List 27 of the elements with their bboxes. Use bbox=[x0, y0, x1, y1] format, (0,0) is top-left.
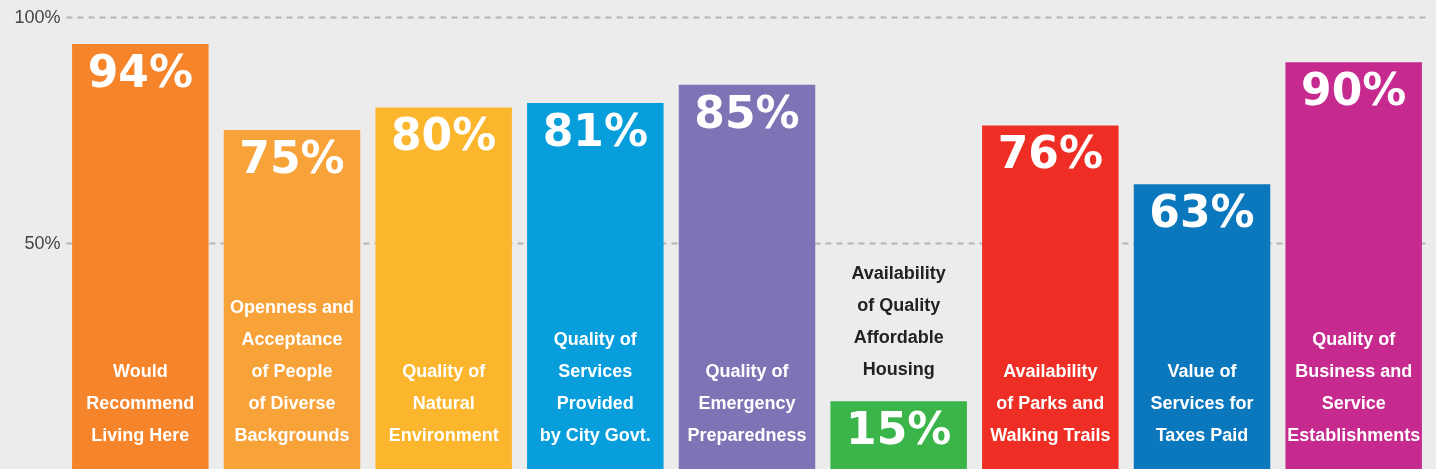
x-tick-label: Openness and Acceptance of People of Diverse Backgrounds bbox=[229, 297, 354, 445]
x-tick-label: Availability of Quality Affordable Housing bbox=[851, 263, 946, 380]
x-tick-label: Quality of Emergency Preparedness bbox=[687, 361, 807, 445]
data-label: 75% bbox=[239, 132, 345, 183]
data-label: 15% bbox=[846, 403, 952, 455]
data-label: 90% bbox=[1301, 64, 1407, 116]
data-label: 63% bbox=[1149, 186, 1255, 238]
data-label: 94% bbox=[87, 46, 193, 98]
bar bbox=[1285, 62, 1422, 469]
x-tick-label: Quality of Services Provided by City Govt. bbox=[539, 329, 651, 445]
x-tick-label: Would Recommend Living Here bbox=[86, 361, 195, 445]
data-label: 76% bbox=[997, 127, 1103, 179]
bar bbox=[1133, 184, 1271, 469]
bar bbox=[678, 84, 816, 469]
x-tick-label: Value of Services for Taxes Paid bbox=[1150, 361, 1254, 445]
bar bbox=[72, 44, 209, 469]
bar bbox=[982, 125, 1119, 469]
x-tick-label: Availability of Parks and Walking Trails bbox=[990, 361, 1111, 445]
x-tick-label: Quality of Business and Service Establishments bbox=[1287, 329, 1421, 445]
y-tick-label: 100% bbox=[14, 6, 61, 27]
y-tick-label: 50% bbox=[24, 232, 61, 253]
x-tick-label: Quality of Natural Environment bbox=[388, 361, 499, 445]
data-label: 81% bbox=[542, 104, 648, 156]
bar bbox=[375, 107, 512, 469]
bar bbox=[527, 102, 664, 469]
data-label: 80% bbox=[391, 109, 497, 161]
data-label: 85% bbox=[694, 86, 800, 138]
